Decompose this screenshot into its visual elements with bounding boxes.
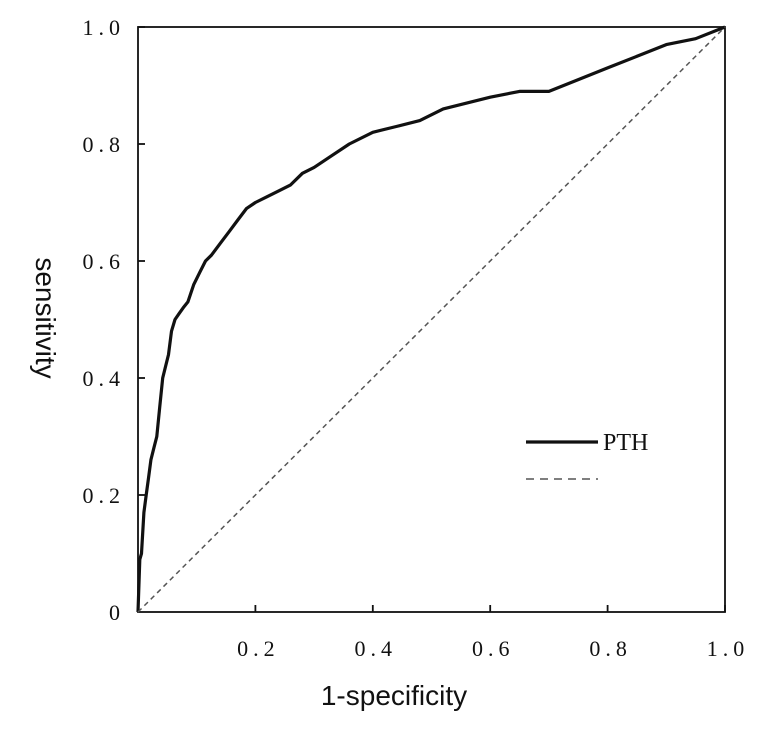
x-tick-label: 0.8 bbox=[589, 636, 632, 661]
x-axis-label: 1-specificity bbox=[321, 680, 467, 711]
y-axis-label: sensitivity bbox=[30, 257, 61, 378]
x-axis-ticks: 0.2 0.4 0.6 0.8 1.0 bbox=[237, 605, 750, 661]
legend-label-pth: PTH bbox=[603, 430, 648, 456]
y-tick-label: 0.8 bbox=[83, 132, 126, 157]
y-tick-label: 0.4 bbox=[83, 366, 126, 391]
y-tick-label: 0.6 bbox=[83, 249, 126, 274]
y-tick-label: 1.0 bbox=[83, 15, 126, 40]
x-tick-label: 0.6 bbox=[472, 636, 515, 661]
series-group bbox=[136, 25, 726, 613]
reference-diagonal-line bbox=[137, 26, 726, 613]
roc-curve-line bbox=[136, 25, 726, 613]
y-tick-label: 0 bbox=[109, 600, 125, 625]
y-tick-label: 0.2 bbox=[83, 483, 126, 508]
x-tick-label: 0.2 bbox=[237, 636, 280, 661]
plot-frame bbox=[137, 26, 726, 613]
x-tick-label: 1.0 bbox=[707, 636, 750, 661]
y-axis-ticks: 0 0.2 0.4 0.6 0.8 1.0 bbox=[83, 15, 145, 625]
legend: PTH bbox=[526, 430, 648, 480]
x-tick-label: 0.4 bbox=[355, 636, 398, 661]
